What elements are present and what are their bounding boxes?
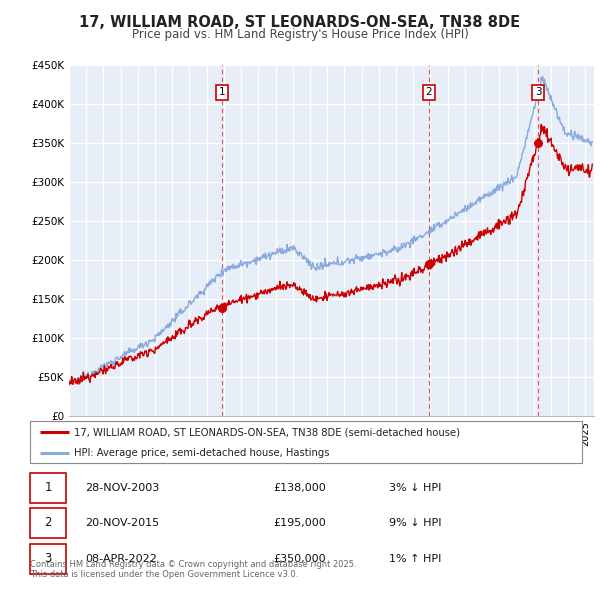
Text: £195,000: £195,000 — [273, 518, 326, 528]
Text: 08-APR-2022: 08-APR-2022 — [85, 554, 157, 564]
Text: HPI: Average price, semi-detached house, Hastings: HPI: Average price, semi-detached house,… — [74, 448, 329, 457]
Text: 2: 2 — [425, 87, 432, 97]
Text: 9% ↓ HPI: 9% ↓ HPI — [389, 518, 442, 528]
Text: Contains HM Land Registry data © Crown copyright and database right 2025.
This d: Contains HM Land Registry data © Crown c… — [30, 560, 356, 579]
Bar — [30, 543, 66, 574]
Text: 3% ↓ HPI: 3% ↓ HPI — [389, 483, 441, 493]
Text: 20-NOV-2015: 20-NOV-2015 — [85, 518, 160, 528]
Text: 1% ↑ HPI: 1% ↑ HPI — [389, 554, 441, 564]
Text: £138,000: £138,000 — [273, 483, 326, 493]
Text: 28-NOV-2003: 28-NOV-2003 — [85, 483, 160, 493]
Text: £350,000: £350,000 — [273, 554, 326, 564]
Text: 2: 2 — [44, 516, 52, 529]
Text: 1: 1 — [219, 87, 226, 97]
Bar — [30, 473, 66, 503]
Text: 3: 3 — [44, 552, 52, 565]
Text: 17, WILLIAM ROAD, ST LEONARDS-ON-SEA, TN38 8DE: 17, WILLIAM ROAD, ST LEONARDS-ON-SEA, TN… — [79, 15, 521, 30]
Text: 3: 3 — [535, 87, 542, 97]
Text: 1: 1 — [44, 481, 52, 494]
Bar — [30, 507, 66, 538]
Text: Price paid vs. HM Land Registry's House Price Index (HPI): Price paid vs. HM Land Registry's House … — [131, 28, 469, 41]
Text: 17, WILLIAM ROAD, ST LEONARDS-ON-SEA, TN38 8DE (semi-detached house): 17, WILLIAM ROAD, ST LEONARDS-ON-SEA, TN… — [74, 427, 460, 437]
